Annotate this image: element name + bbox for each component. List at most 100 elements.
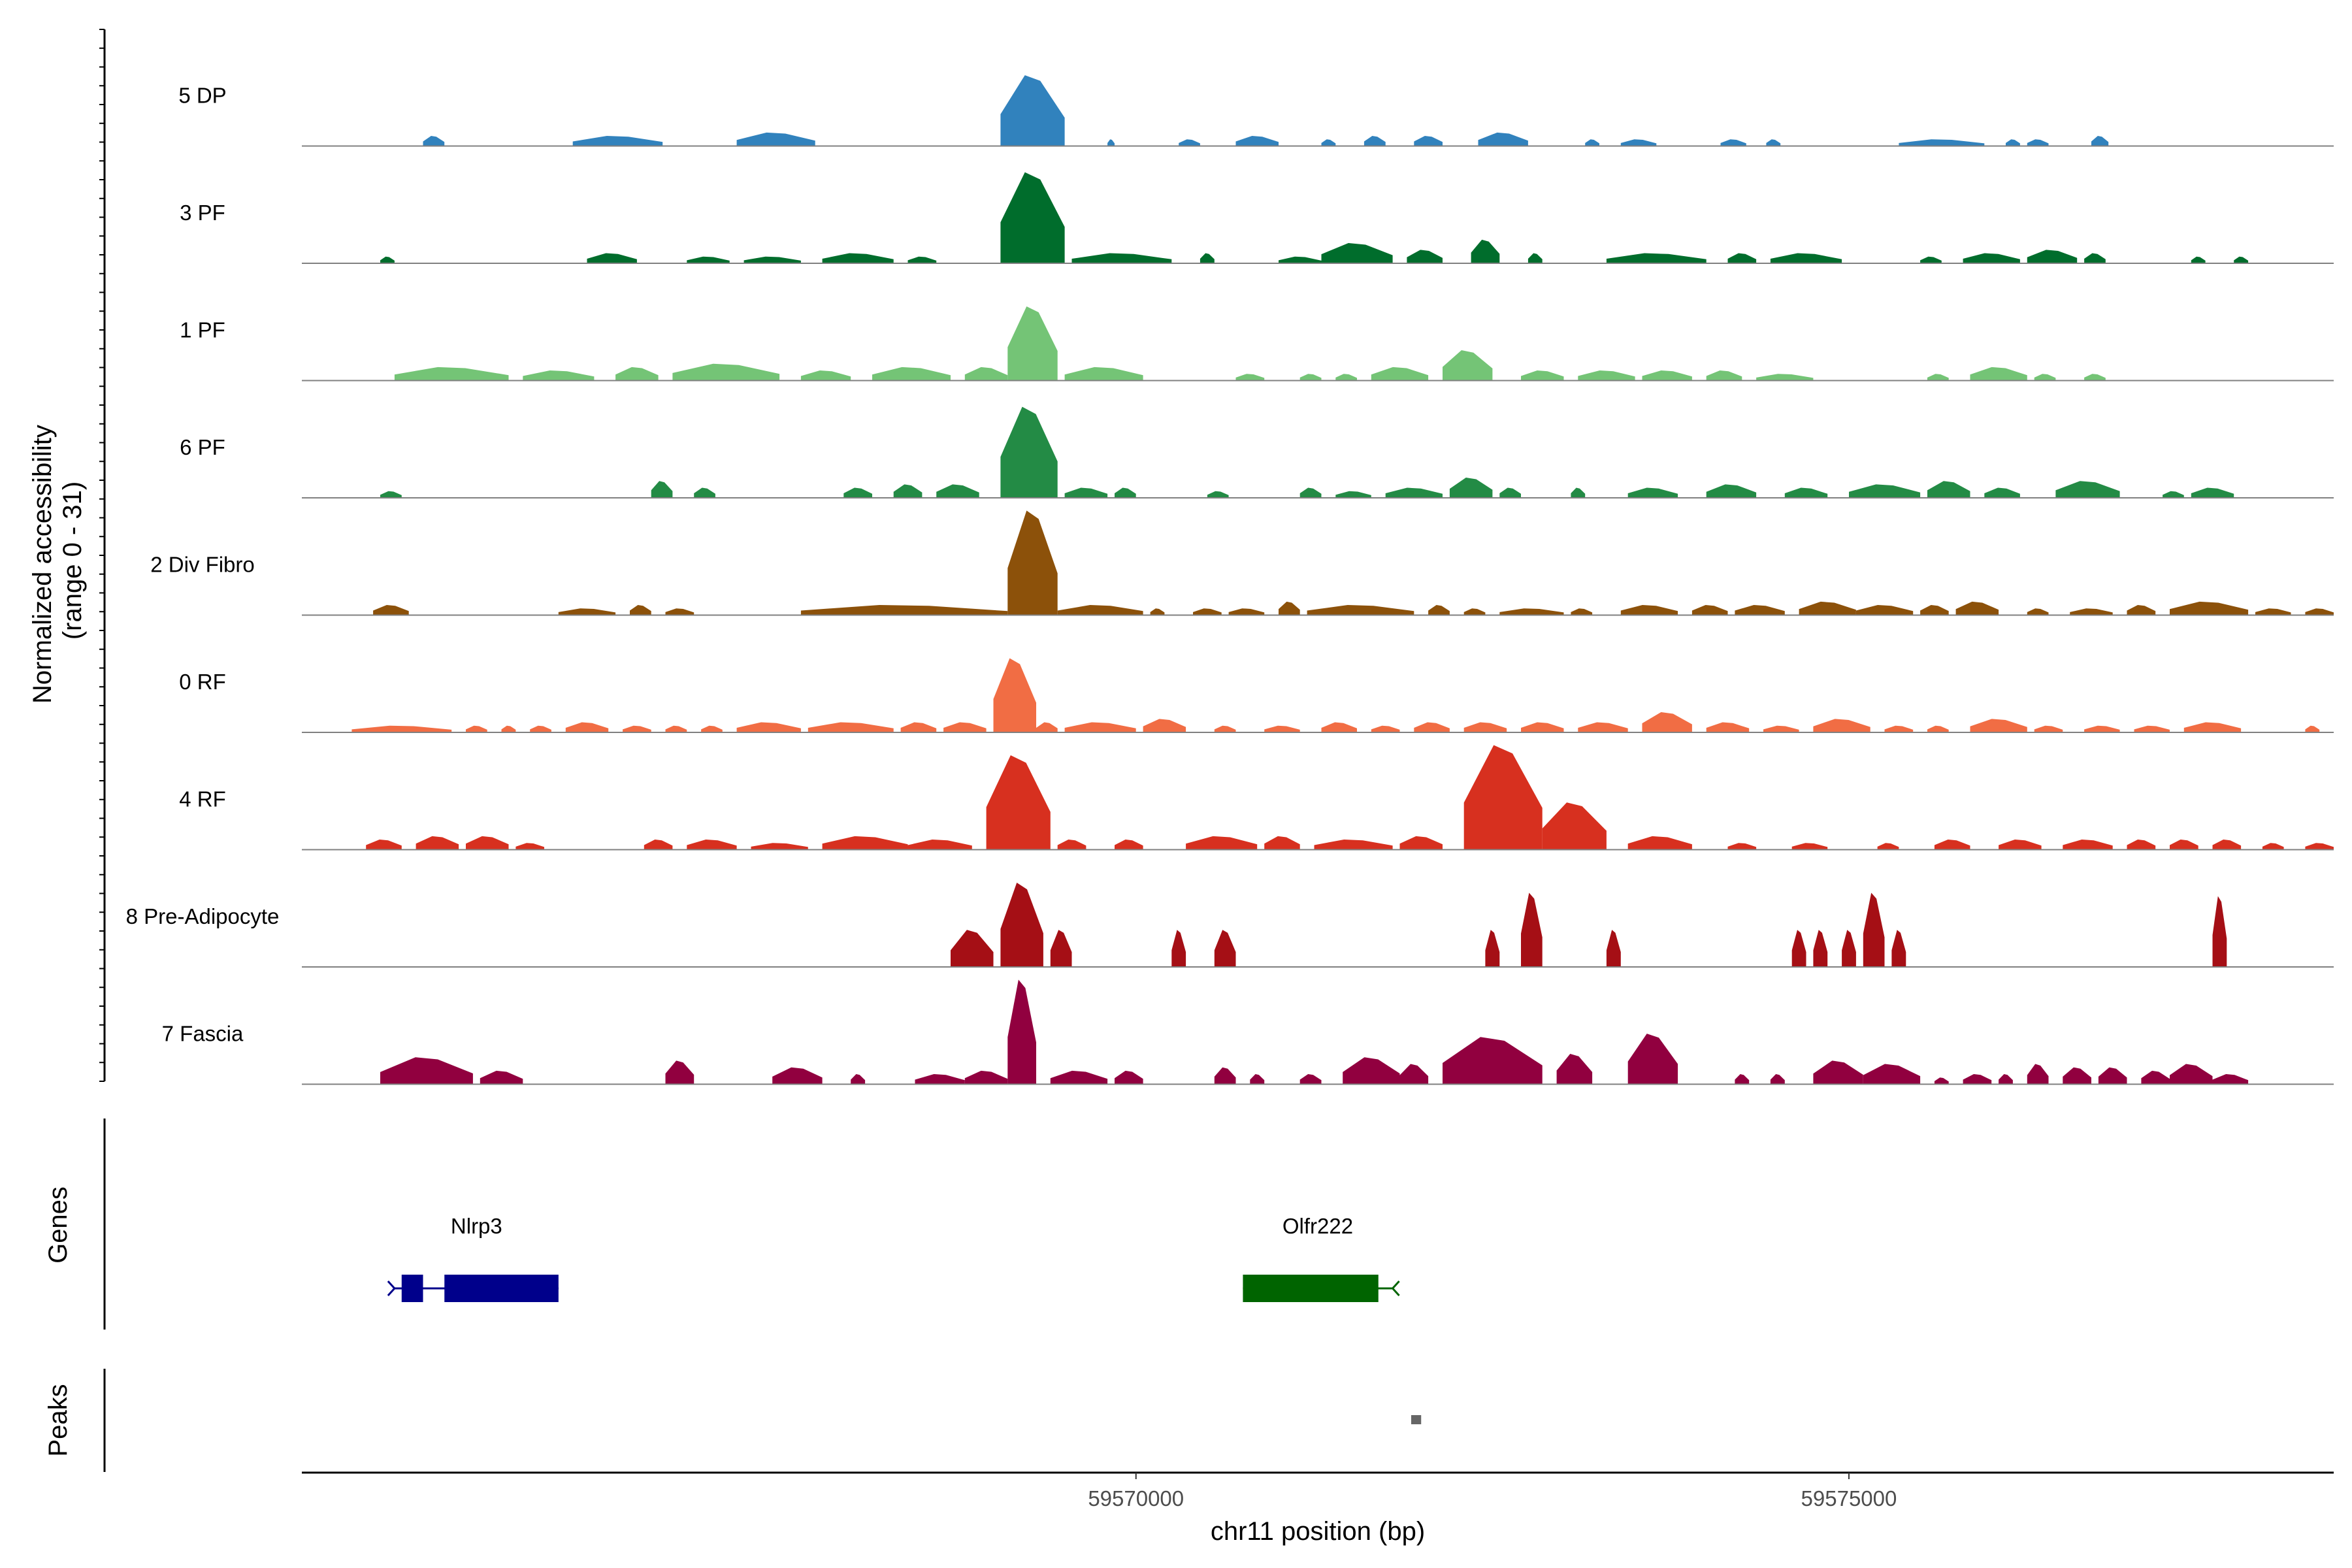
- coverage-peak-1-pf-5: [872, 367, 951, 381]
- gene-exon-olfr222-0: [1243, 1275, 1379, 1302]
- coverage-peak-4-rf-23: [1999, 840, 2042, 850]
- coverage-peak-0-rf-8: [736, 722, 801, 732]
- coverage-peak-1-pf-3: [672, 363, 780, 381]
- coverage-peak-0-rf-30: [1970, 719, 2027, 732]
- coverage-peak-0-rf-35: [2305, 725, 2320, 732]
- coverage-peak-1-pf-2: [615, 367, 659, 381]
- coverage-peak-8-pre-adipocyte-8: [1791, 930, 1806, 967]
- genes-y-axis-title: Genes: [44, 1186, 73, 1264]
- coverage-peak-1-pf-21: [2034, 374, 2056, 381]
- track-label-6-pf: 6 PF: [180, 435, 225, 459]
- coverage-peak-6-pf-6: [1000, 406, 1058, 498]
- coverage-peak-0-rf-31: [2034, 725, 2063, 732]
- coverage-peak-7-fascia-26: [2063, 1067, 2091, 1085]
- coverage-peak-0-rf-10: [900, 722, 937, 732]
- coverage-peak-0-rf-9: [808, 722, 894, 732]
- coverage-peak-2-div-fibro-3: [665, 608, 694, 615]
- coverage-peak-5-dp-18: [2091, 136, 2109, 146]
- track-label-0-rf: 0 RF: [179, 670, 226, 694]
- coverage-peak-3-pf-13: [1527, 253, 1543, 263]
- coverage-peak-4-rf-4: [644, 840, 673, 850]
- coverage-peak-5-dp-3: [1000, 75, 1065, 146]
- coverage-peak-0-rf-22: [1521, 722, 1564, 732]
- coverage-peak-6-pf-5: [936, 484, 979, 498]
- coverage-peak-1-pf-20: [1970, 367, 2027, 381]
- coverage-peak-3-pf-1: [587, 253, 637, 263]
- coverage-peak-5-dp-14: [1766, 139, 1781, 146]
- gene-olfr222: Olfr222: [1243, 1214, 1400, 1302]
- gene-strand-arrow-icon: [1391, 1280, 1400, 1297]
- coverage-peak-0-rf-16: [1214, 725, 1236, 732]
- coverage-peak-0-rf-0: [351, 725, 452, 732]
- coverage-peak-3-pf-10: [1321, 243, 1393, 263]
- coverage-peak-4-rf-19: [1727, 843, 1757, 850]
- coverage-peak-8-pre-adipocyte-1: [1000, 883, 1043, 967]
- coverage-peak-7-fascia-23: [1963, 1074, 1992, 1085]
- coverage-peak-4-rf-20: [1791, 843, 1828, 850]
- coverage-peak-8-pre-adipocyte-10: [1842, 930, 1856, 967]
- gene-exon-nlrp3-1: [444, 1275, 559, 1302]
- coverage-peak-8-pre-adipocyte-12: [1891, 930, 1906, 967]
- coverage-peak-7-fascia-6: [964, 1070, 1008, 1085]
- gene-label-olfr222: Olfr222: [1282, 1214, 1353, 1238]
- coverage-peak-4-rf-27: [2212, 840, 2242, 850]
- coverage-peak-6-pf-14: [1499, 487, 1521, 498]
- coverage-peak-2-div-fibro-16: [1620, 605, 1678, 615]
- coverage-peak-7-fascia-24: [1999, 1074, 2013, 1085]
- coverage-peak-4-rf-9: [986, 755, 1051, 850]
- coverage-peak-7-fascia-0: [380, 1057, 473, 1085]
- coverage-peak-5-dp-0: [423, 136, 445, 146]
- coverage-peak-2-div-fibro-14: [1499, 608, 1564, 615]
- coverage-peak-2-div-fibro-12: [1428, 605, 1450, 615]
- coverage-peak-0-rf-28: [1884, 725, 1914, 732]
- x-axis-title: chr11 position (bp): [1211, 1517, 1425, 1546]
- coverage-peak-4-rf-3: [515, 843, 544, 850]
- coverage-peak-7-fascia-2: [665, 1060, 694, 1085]
- coverage-peak-3-pf-17: [1920, 256, 1942, 263]
- coverage-peak-7-fascia-13: [1343, 1057, 1400, 1085]
- coverage-peak-7-fascia-12: [1299, 1074, 1322, 1085]
- coverage-peak-1-pf-12: [1371, 367, 1429, 381]
- track-8-pre-adipocyte: 8 Pre-Adipocyte: [126, 883, 2334, 968]
- coverage-tracks: 5 DP 3 PF 1 PF 6 PF 2 Div Fibro 0 RF 4 RF 8 Pre…: [126, 75, 2334, 1085]
- coverage-peak-7-fascia-3: [772, 1067, 823, 1085]
- coverage-peak-6-pf-4: [893, 484, 923, 498]
- coverage-peak-1-pf-7: [1007, 306, 1058, 381]
- coverage-peak-6-pf-20: [1927, 481, 1970, 498]
- track-label-8-pre-adipocyte: 8 Pre-Adipocyte: [126, 904, 280, 928]
- coverage-peak-2-div-fibro-26: [2170, 601, 2249, 615]
- coverage-peak-7-fascia-16: [1556, 1054, 1593, 1085]
- coverage-peak-2-div-fibro-15: [1571, 608, 1593, 615]
- coverage-peak-4-rf-1: [416, 836, 459, 850]
- coverage-peak-6-pf-22: [2055, 481, 2120, 498]
- coverage-peak-7-fascia-28: [2141, 1070, 2170, 1085]
- coverage-peak-0-rf-7: [701, 725, 723, 732]
- coverage-peak-6-pf-12: [1385, 487, 1443, 498]
- coverage-peak-4-rf-15: [1399, 836, 1443, 850]
- coverage-peak-4-rf-8: [907, 840, 972, 850]
- coverage-peak-7-fascia-21: [1863, 1064, 1921, 1085]
- coverage-peak-0-rf-3: [530, 725, 551, 732]
- coverage-peak-1-pf-4: [800, 370, 851, 381]
- coverage-peak-7-fascia-10: [1214, 1067, 1236, 1085]
- coverage-peak-6-pf-23: [2163, 491, 2184, 498]
- coverage-peak-2-div-fibro-13: [1463, 608, 1486, 615]
- coverage-peak-4-rf-7: [822, 836, 908, 850]
- coverage-peak-0-rf-25: [1706, 722, 1750, 732]
- gene-strand-arrow-icon: [387, 1280, 396, 1297]
- coverage-peak-7-fascia-29: [2170, 1064, 2213, 1085]
- coverage-peak-3-pf-22: [2234, 256, 2249, 263]
- coverage-peak-7-fascia-30: [2212, 1074, 2249, 1085]
- coverage-peak-7-fascia-5: [915, 1074, 965, 1085]
- coverage-peak-1-pf-16: [1642, 370, 1692, 381]
- coverage-peak-3-pf-21: [2191, 256, 2206, 263]
- coverage-peak-7-fascia-1: [480, 1070, 523, 1085]
- coverage-peak-2-div-fibro-25: [2127, 605, 2156, 615]
- coverage-peak-2-div-fibro-5: [1007, 510, 1058, 615]
- coverage-peak-3-pf-18: [1963, 253, 2020, 263]
- coverage-peak-3-pf-7: [1071, 253, 1172, 263]
- coverage-peak-2-div-fibro-28: [2305, 608, 2334, 615]
- coverage-peak-2-div-fibro-21: [1920, 605, 1949, 615]
- coverage-peak-7-fascia-25: [2027, 1064, 2049, 1085]
